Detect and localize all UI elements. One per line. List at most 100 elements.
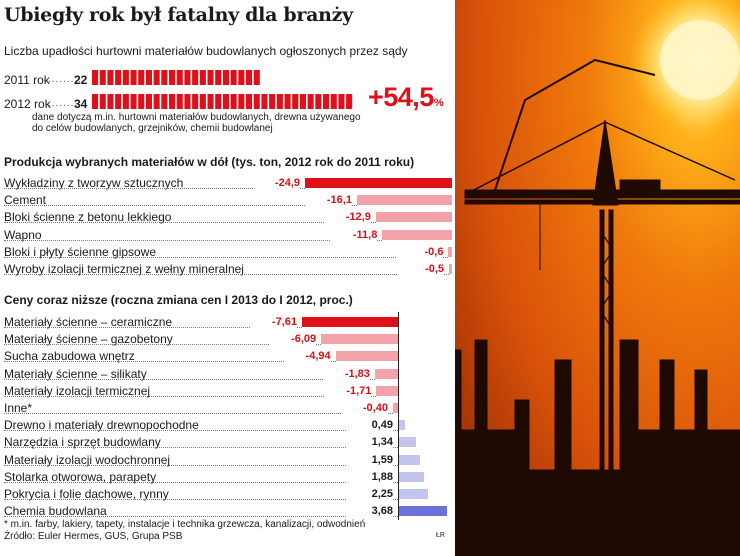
year-label-2012: 2012 rok <box>4 97 51 111</box>
bankruptcy-icon <box>176 94 183 109</box>
bankruptcy-icon <box>199 94 206 109</box>
bankruptcy-icon-row <box>92 70 260 85</box>
production-value: -0,5 <box>397 261 445 277</box>
change-value: +54,5 <box>368 82 434 112</box>
bankruptcy-icon <box>276 94 283 109</box>
price-bar <box>399 471 424 482</box>
price-value: -0,40 <box>340 400 388 416</box>
leader-line <box>4 430 398 432</box>
bankruptcy-icon <box>230 94 237 109</box>
bankruptcy-icon <box>192 94 199 109</box>
bankruptcy-icon <box>215 70 222 85</box>
bankruptcy-icon <box>207 94 214 109</box>
bankruptcy-icon <box>92 94 99 109</box>
bankruptcy-icon <box>138 70 145 85</box>
production-value: -24,9 <box>253 175 300 191</box>
bankruptcy-icon <box>130 94 137 109</box>
bankruptcy-icon <box>330 94 337 109</box>
bankruptcy-icon <box>230 70 237 85</box>
price-row-label: Narzędzia i sprzęt budowlany <box>4 435 161 450</box>
production-value: -0,6 <box>396 243 444 260</box>
bankruptcy-icon <box>169 70 176 85</box>
bankruptcy-icon <box>238 70 245 85</box>
bankruptcy-icon <box>192 70 199 85</box>
bankruptcy-icon <box>284 94 291 109</box>
bankruptcy-icon <box>346 94 353 109</box>
bankruptcy-icon <box>307 94 314 109</box>
production-chart-title: Produkcja wybranych materiałów w dół (ty… <box>4 155 415 169</box>
price-row-label: Inne* <box>4 401 33 415</box>
price-value: -1,83 <box>322 365 370 382</box>
bankruptcy-icon <box>323 94 330 109</box>
leader-line <box>4 413 393 414</box>
price-bar <box>392 403 398 413</box>
price-value: -7,61 <box>250 314 297 330</box>
production-row-label: Cement <box>4 193 47 208</box>
bankruptcy-icon <box>246 70 253 85</box>
leader-line <box>4 499 398 500</box>
bankruptcy-icon <box>115 70 122 85</box>
price-bar <box>376 385 398 396</box>
production-bar <box>382 229 452 240</box>
price-value: 1,88 <box>346 468 393 485</box>
bankruptcy-icon <box>246 94 253 109</box>
production-row-label: Bloki ścienne z betonu lekkiego <box>4 210 172 225</box>
price-row-label: Materiały ścienne – gazobetony <box>4 332 173 347</box>
bankruptcy-icon <box>122 94 129 109</box>
production-row-label: Wapno <box>4 227 42 242</box>
bankruptcy-icons-2012 <box>92 93 356 116</box>
price-value: -6,09 <box>269 331 317 348</box>
bankruptcy-icon <box>269 94 276 109</box>
price-row-label: Chemia budowlana <box>4 504 107 519</box>
bankruptcy-icon <box>299 94 306 109</box>
bankruptcy-icon <box>184 70 191 85</box>
bankruptcy-icon <box>315 94 322 109</box>
production-row-label: Bloki i płyty ścienne gipsowe <box>4 244 157 259</box>
leader-line <box>4 361 336 363</box>
author-credit: ŁR <box>436 532 445 539</box>
leader-line <box>4 481 398 483</box>
footnote-block: * m.in. farby, lakiery, tapety, instalac… <box>4 519 365 543</box>
bankruptcy-icon <box>92 70 99 85</box>
bankruptcy-icon <box>184 94 191 109</box>
production-bar <box>448 246 452 257</box>
price-row-label: Materiały ścienne – ceramiczne <box>4 315 173 329</box>
bankruptcy-icon <box>153 70 160 85</box>
price-bar <box>399 489 429 499</box>
price-row-label: Stolarka otworowa, parapety <box>4 469 157 484</box>
price-value: -1,71 <box>324 382 372 399</box>
leader-line <box>4 222 376 224</box>
price-row-label: Materiały izolacji wodochronnej <box>4 452 171 467</box>
infographic: Ubiegły rok był fatalny dla branży Liczb… <box>4 4 452 543</box>
leader-line <box>4 516 398 518</box>
year-value-2011: 22 <box>74 73 88 87</box>
bankruptcy-icon <box>338 94 345 109</box>
leader-line <box>4 239 383 241</box>
infographic-title: Ubiegły rok był fatalny dla branży <box>4 4 353 26</box>
change-percent: +54,5% <box>368 82 444 113</box>
price-row-label: Materiały izolacji termicznej <box>4 383 151 398</box>
price-value: 3,68 <box>346 503 393 520</box>
bankruptcy-icon <box>222 70 229 85</box>
leader-line <box>4 188 305 189</box>
price-row-label: Sucha zabudowa wnętrz <box>4 349 135 364</box>
production-bar <box>449 264 452 274</box>
bankruptcy-icons-2011 <box>92 69 264 92</box>
leader-line <box>4 327 302 328</box>
price-row-label: Materiały ścienne – silikaty <box>4 366 147 381</box>
price-value: 0,49 <box>346 417 393 434</box>
production-value: -11,8 <box>330 226 378 243</box>
bankruptcy-icon <box>145 70 152 85</box>
bankruptcy-icon <box>161 94 168 109</box>
bankruptcy-icon <box>199 70 206 85</box>
bankruptcy-icon <box>153 94 160 109</box>
leader-line <box>4 395 377 397</box>
prices-chart-title: Ceny coraz niższe (roczna zmiana cen I 2… <box>4 293 353 307</box>
bankruptcy-icon <box>169 94 176 109</box>
bankruptcy-icon <box>138 94 145 109</box>
bankruptcy-icon <box>161 70 168 85</box>
price-bar <box>321 334 398 345</box>
price-value: -4,94 <box>283 348 331 365</box>
bankruptcy-icon <box>207 70 214 85</box>
bankruptcy-icon-row <box>92 94 353 109</box>
